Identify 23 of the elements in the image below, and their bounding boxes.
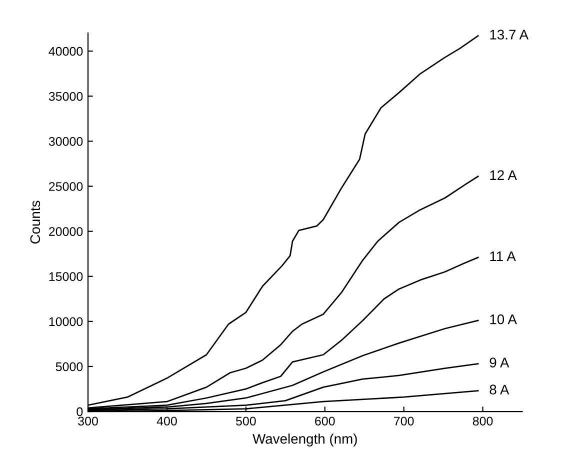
y-tick-label: 30000 bbox=[48, 137, 83, 146]
x-tick-label: 800 bbox=[472, 416, 493, 426]
y-tick-label: 20000 bbox=[49, 227, 83, 236]
series-label: 11 A bbox=[490, 251, 516, 262]
series-label: 10 A bbox=[490, 314, 517, 324]
y-tick-label: 40000 bbox=[48, 46, 83, 56]
series-label: 8 A bbox=[490, 384, 510, 395]
y-tick-label: 10000 bbox=[49, 317, 83, 326]
y-tick-label: 15000 bbox=[49, 272, 83, 282]
y-tick-label: 35000 bbox=[48, 92, 83, 101]
x-tick-label: 700 bbox=[394, 416, 414, 426]
x-tick-label: 500 bbox=[236, 416, 256, 426]
y-tick-label: 0 bbox=[76, 407, 83, 416]
y-tick-label: 5000 bbox=[56, 362, 83, 372]
series-label: 12 A bbox=[490, 170, 517, 180]
x-axis-title: Wavelength (nm) bbox=[252, 434, 357, 447]
x-tick-label: 600 bbox=[315, 416, 335, 426]
x-tick-label: 300 bbox=[78, 416, 98, 426]
x-tick-label: 400 bbox=[156, 416, 177, 426]
series-label: 13.7 A bbox=[490, 30, 529, 40]
y-axis-title: Counts bbox=[30, 200, 40, 244]
y-tick-label: 25000 bbox=[49, 182, 83, 191]
series-label: 9 A bbox=[490, 358, 510, 368]
